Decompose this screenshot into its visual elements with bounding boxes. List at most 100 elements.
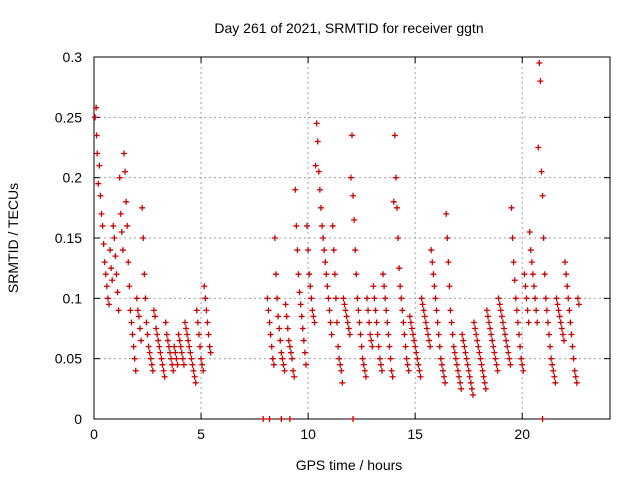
data-point: [430, 271, 437, 278]
data-point: [447, 307, 454, 314]
data-point: [314, 138, 321, 145]
data-point: [438, 361, 445, 368]
data-point: [148, 361, 155, 368]
data-point: [356, 319, 363, 326]
data-point: [376, 355, 383, 362]
data-point: [309, 307, 316, 314]
data-point: [567, 319, 574, 326]
data-point: [354, 295, 361, 302]
data-point: [472, 325, 479, 332]
data-point: [203, 307, 210, 314]
data-point: [339, 379, 346, 386]
data-point: [110, 222, 117, 229]
data-point: [459, 331, 466, 338]
data-point: [349, 132, 355, 139]
data-point: [274, 295, 281, 302]
data-point: [95, 180, 102, 187]
data-point: [390, 198, 397, 205]
data-point: [334, 319, 341, 326]
data-point: [365, 307, 372, 314]
data-point: [554, 301, 561, 308]
data-point: [418, 295, 425, 302]
data-point: [135, 313, 142, 320]
data-point: [543, 307, 550, 314]
data-point: [538, 168, 545, 175]
data-point: [377, 361, 384, 368]
data-point: [372, 307, 379, 314]
data-point: [564, 283, 571, 290]
data-point: [158, 355, 165, 362]
data-point: [306, 271, 313, 278]
data-point: [142, 295, 149, 302]
data-point: [93, 104, 100, 111]
data-point: [300, 337, 307, 344]
data-point: [513, 307, 520, 314]
x-tick-label: 10: [300, 426, 316, 442]
data-point: [330, 247, 337, 254]
data-point: [536, 60, 543, 67]
data-point: [287, 349, 294, 356]
data-point: [292, 186, 299, 193]
data-point: [295, 271, 302, 278]
data-point: [152, 313, 159, 320]
data-point: [206, 343, 213, 350]
data-point: [168, 355, 175, 362]
data-point: [435, 331, 442, 338]
data-point: [320, 235, 327, 241]
data-point: [178, 349, 185, 356]
data-point: [370, 283, 377, 290]
data-point: [109, 277, 116, 284]
data-point: [280, 361, 287, 368]
data-point: [467, 379, 474, 386]
data-point: [338, 367, 345, 374]
data-point: [391, 132, 398, 139]
data-point: [304, 222, 311, 229]
data-point: [343, 313, 350, 320]
data-point: [474, 337, 481, 344]
data-point: [265, 307, 272, 314]
ticks-layer: 0 5 10 15 20 0 0.05 0.1 0.15 0.2 0.25 0.3: [55, 49, 610, 442]
data-point: [395, 235, 402, 241]
data-point: [480, 373, 487, 380]
data-point: [317, 204, 324, 211]
data-point: [145, 343, 152, 350]
data-point: [289, 355, 296, 362]
data-point: [446, 283, 453, 290]
y-axis-label: SRMTID / TECUs: [5, 183, 21, 293]
data-point: [276, 325, 283, 332]
data-point: [487, 325, 494, 332]
data-point: [541, 271, 548, 278]
data-point: [137, 325, 144, 332]
data-point: [286, 416, 293, 422]
data-point: [92, 114, 99, 121]
data-point: [491, 349, 498, 356]
data-point: [527, 247, 534, 254]
data-point: [199, 361, 206, 368]
data-point: [444, 235, 451, 241]
data-point: [359, 355, 366, 362]
data-point: [277, 337, 284, 344]
data-point: [462, 349, 469, 356]
data-point: [131, 355, 138, 362]
data-point: [329, 222, 336, 229]
data-point: [326, 307, 333, 314]
data-point: [367, 331, 374, 338]
data-point: [101, 259, 108, 266]
data-point: [411, 337, 418, 344]
data-point: [298, 313, 305, 320]
data-point: [387, 355, 394, 362]
data-point: [104, 295, 111, 302]
data-point: [533, 307, 540, 314]
data-point: [275, 313, 282, 320]
data-point: [550, 367, 557, 374]
data-point: [177, 343, 184, 350]
data-point: [312, 162, 319, 169]
data-point: [416, 367, 423, 374]
data-point: [157, 349, 164, 356]
data-point: [266, 416, 273, 422]
data-point: [574, 295, 581, 302]
data-point: [167, 349, 174, 356]
data-point: [281, 367, 288, 374]
data-point: [353, 271, 360, 278]
